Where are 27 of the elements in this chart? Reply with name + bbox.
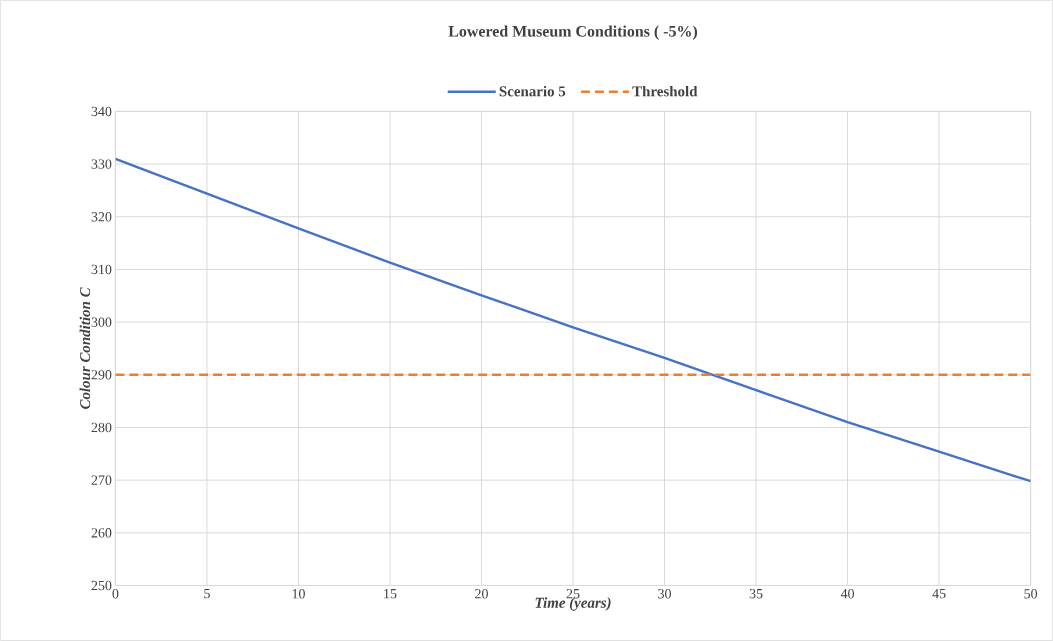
x-tick-label: 25 — [566, 589, 580, 599]
x-tick-label: 5 — [204, 589, 210, 599]
x-axis-title: Time (years) — [535, 597, 611, 611]
x-tick-label: 0 — [112, 589, 119, 599]
y-tick-label: 320 — [91, 212, 112, 222]
legend-label: Threshold — [632, 85, 698, 97]
x-tick-label: 20 — [475, 589, 488, 599]
x-tick-label: 35 — [749, 589, 763, 599]
y-axis-title: Colour Condition C — [79, 287, 91, 410]
y-tick-label: 290 — [91, 370, 112, 380]
y-tick-label: 250 — [91, 580, 112, 591]
y-tick-label: 340 — [91, 106, 112, 117]
line-series — [115, 157, 1031, 483]
y-tick-label: 330 — [91, 159, 112, 169]
y-tick-label: 280 — [91, 422, 112, 433]
y-tick-label: 300 — [91, 317, 112, 327]
legend-label: Scenario 5 — [499, 85, 566, 97]
x-tick-label: 15 — [384, 589, 397, 599]
x-tick-label: 50 — [1024, 589, 1038, 599]
x-tick-label: 45 — [932, 589, 946, 599]
chart-title: Lowered Museum Conditions ( -5%) — [448, 25, 698, 40]
x-tick-label: 30 — [658, 589, 671, 599]
y-tick-label: 310 — [91, 264, 112, 275]
x-tick-label: 10 — [292, 589, 305, 599]
x-tick-label: 40 — [840, 589, 854, 599]
y-tick-label: 260 — [91, 528, 112, 538]
y-tick-label: 270 — [91, 475, 112, 485]
